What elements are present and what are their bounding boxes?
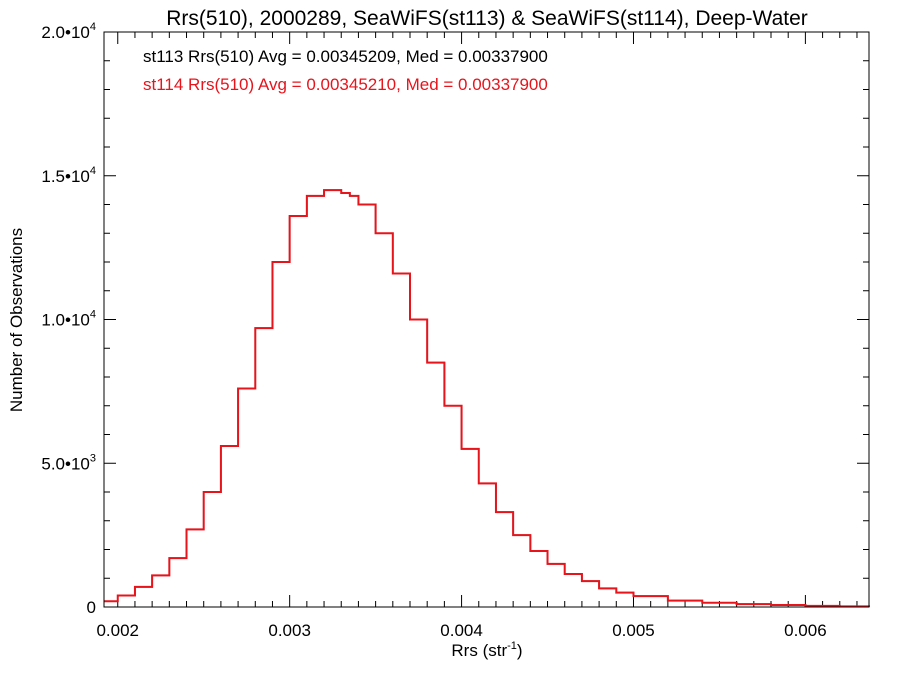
x-tick-label: 0.005 [612,621,655,640]
annotation-text: st114 Rrs(510) Avg = 0.00345210, Med = 0… [143,75,548,94]
y-tick-label: 5.0•103 [41,452,96,473]
axis-ticks [104,31,869,608]
x-tick-labels: 0.002 0.003 0.004 0.005 0.006 [96,621,826,640]
y-tick-label: 1.5•104 [41,165,96,186]
series-group [104,189,870,608]
annotation-text: st113 Rrs(510) Avg = 0.00345209, Med = 0… [143,47,548,66]
x-tick-label: 0.006 [784,621,827,640]
chart-title: Rrs(510), 2000289, SeaWiFS(st113) & SeaW… [166,7,808,30]
x-axis-label-text: Rrs (str [451,641,507,660]
x-axis-label: Rrs (str-1) [451,640,522,660]
x-axis-label-close: ) [517,641,523,660]
y-tick-labels: 0 5.0•103 1.0•104 1.5•104 2.0•104 [41,21,96,617]
series-line [104,189,870,608]
series-line [104,189,870,608]
x-tick-label: 0.003 [268,621,311,640]
x-tick-label: 0.002 [96,621,139,640]
annotation-group: st113 Rrs(510) Avg = 0.00345209, Med = 0… [143,47,548,94]
x-tick-label: 0.004 [440,621,483,640]
series-st113 [104,189,870,608]
y-tick-label: 0 [87,598,96,617]
series-st114 [104,189,870,608]
y-tick-label: 2.0•104 [41,21,96,42]
y-tick-label: 1.0•104 [41,309,96,330]
plot-frame [103,31,870,608]
x-axis-label-superscript: -1 [507,640,517,652]
y-axis-label: Number of Observations [7,228,26,412]
